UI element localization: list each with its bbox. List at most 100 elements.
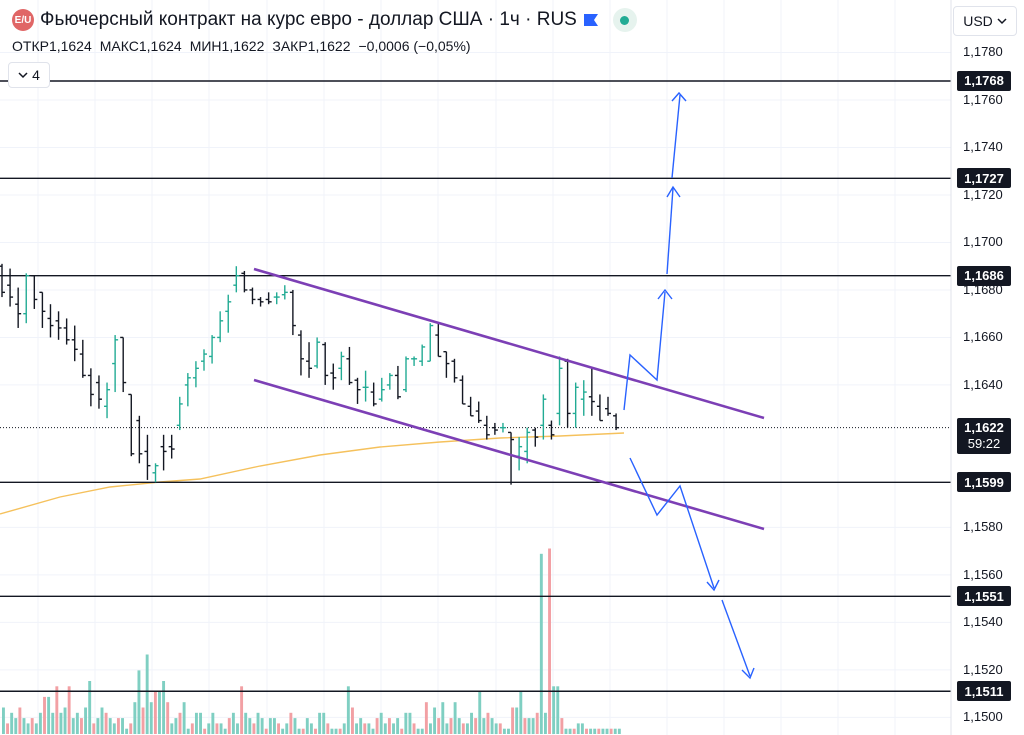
forecast-arrowhead xyxy=(657,288,673,300)
forecast-up-path xyxy=(671,94,681,179)
volume-bar xyxy=(174,718,178,734)
volume-bar xyxy=(507,728,510,734)
volume-bar xyxy=(108,718,112,734)
volume-bar xyxy=(400,728,404,734)
volume-bar xyxy=(457,718,461,734)
price-bar xyxy=(104,382,111,419)
volume-bar xyxy=(519,691,523,734)
volume-bar xyxy=(445,723,449,734)
volume-bar xyxy=(552,686,556,734)
forecast-arrowhead xyxy=(666,185,681,198)
price-bar xyxy=(241,270,248,293)
ohlc-close: ЗАКР1,1622 xyxy=(272,38,350,54)
volume-bar xyxy=(363,723,367,734)
chevron-down-icon xyxy=(997,18,1007,25)
volume-bar xyxy=(387,718,391,734)
volume-bar xyxy=(71,718,75,734)
high-value: 1,1624 xyxy=(138,38,182,54)
volume-bar xyxy=(133,702,137,734)
indicators-count: 4 xyxy=(32,67,40,83)
price-bar xyxy=(112,335,119,393)
volume-bar xyxy=(153,691,157,734)
price-bar xyxy=(427,323,434,362)
indicators-toggle-button[interactable]: 4 xyxy=(8,62,50,88)
volume-bar xyxy=(375,718,379,734)
price-bar xyxy=(386,373,393,390)
ohlc-low: МИН1,1622 xyxy=(190,38,265,54)
volume-bar xyxy=(125,728,129,734)
last-price-tag: 1,1622 59:22 xyxy=(957,418,1011,454)
price-tick-label: 1,1520 xyxy=(963,661,1003,677)
price-bar xyxy=(7,268,14,307)
volume-bar xyxy=(474,718,478,734)
volume-bar xyxy=(355,723,359,734)
volume-bar xyxy=(162,681,166,734)
volume-bar xyxy=(617,728,621,734)
volume-bar xyxy=(593,728,597,734)
volume-bar xyxy=(412,723,416,734)
price-bar xyxy=(144,434,151,480)
price-bar xyxy=(451,358,458,383)
volume-bar xyxy=(194,712,198,734)
channel-upper-line xyxy=(253,267,765,420)
volume-bar xyxy=(568,728,572,734)
price-bar xyxy=(419,344,426,366)
price-bar xyxy=(338,351,345,381)
price-bar xyxy=(613,413,620,431)
price-bar xyxy=(152,463,159,483)
volume-bar xyxy=(223,728,227,734)
volume-bar xyxy=(51,712,55,734)
volume-bar xyxy=(585,728,588,734)
volume-bar xyxy=(527,718,531,734)
volume-bar xyxy=(523,718,527,734)
price-tick-label: 1,1660 xyxy=(963,329,1003,345)
price-bar xyxy=(120,336,127,393)
flag-icon[interactable] xyxy=(583,13,599,27)
last-price-value: 1,1622 xyxy=(964,420,1004,435)
price-bar xyxy=(176,396,183,431)
symbol-icon[interactable]: E/U xyxy=(12,9,34,31)
price-bar xyxy=(71,325,78,362)
chart-title[interactable]: Фьючерсный контракт на курс евро - долла… xyxy=(40,9,577,30)
forecast-down-path xyxy=(629,457,715,589)
volume-bar xyxy=(531,718,535,734)
price-bar xyxy=(524,427,531,464)
volume-bar xyxy=(236,723,239,734)
volume-bar xyxy=(359,718,363,734)
low-label: МИН xyxy=(189,38,222,54)
price-tick-label: 1,1740 xyxy=(963,139,1003,155)
volume-bar xyxy=(256,712,260,734)
price-tick-label: 1,1680 xyxy=(963,281,1003,297)
price-bar xyxy=(265,292,272,305)
price-bar xyxy=(435,323,442,358)
volume-bar xyxy=(379,712,383,734)
volume-bar xyxy=(203,728,207,734)
volume-bar xyxy=(289,712,293,734)
volume-bar xyxy=(580,723,584,734)
chart-header: E/U Фьючерсный контракт на курс евро - д… xyxy=(12,8,637,32)
level-tag: 1,1511 xyxy=(957,681,1011,702)
price-bars xyxy=(0,263,620,485)
currency-select[interactable]: USD xyxy=(953,6,1017,36)
volume-bar xyxy=(346,686,350,734)
volume-bar xyxy=(383,723,387,734)
volume-bar xyxy=(252,723,256,734)
price-tick-label: 1,1500 xyxy=(963,709,1003,725)
price-bar xyxy=(23,273,30,324)
volume-bar xyxy=(264,728,268,734)
volume-bar xyxy=(342,723,346,734)
volume-bar xyxy=(14,718,18,734)
volume-bar xyxy=(441,702,445,734)
volume-bar xyxy=(141,707,145,734)
price-bar xyxy=(306,342,313,378)
volume-bar xyxy=(260,718,264,734)
volume-bar xyxy=(437,718,441,734)
ohlc-open: ОТКР1,1624 xyxy=(12,38,92,54)
price-bar xyxy=(548,420,555,440)
volume-bar xyxy=(34,723,38,734)
market-status-icon[interactable] xyxy=(612,8,637,32)
volume-bar xyxy=(47,696,51,734)
price-bar xyxy=(314,337,321,369)
volume-bar xyxy=(137,670,141,734)
